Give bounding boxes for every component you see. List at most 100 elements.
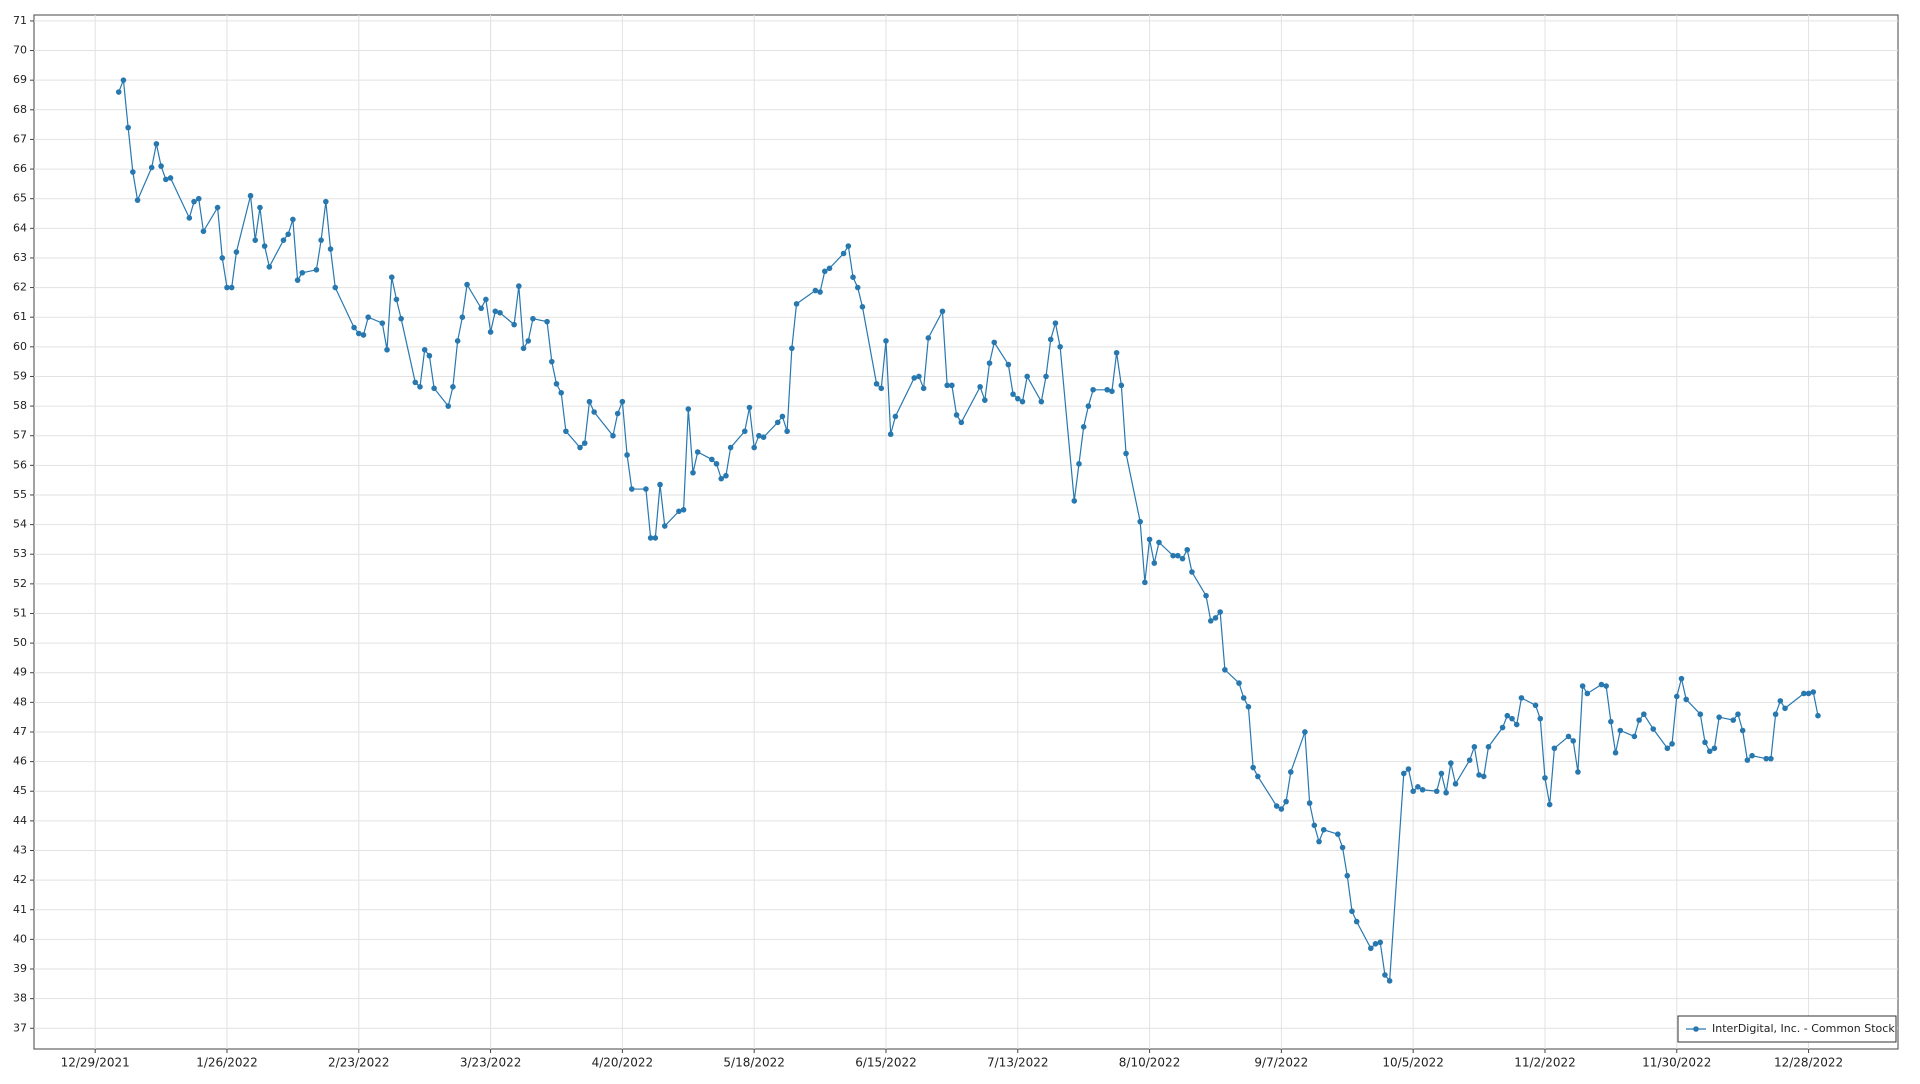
- point: [986, 360, 993, 366]
- point: [1673, 693, 1680, 700]
- point: [313, 266, 320, 273]
- point: [478, 305, 484, 312]
- point: [1801, 690, 1807, 697]
- point: [883, 338, 889, 344]
- point: [1400, 770, 1407, 777]
- point: [1076, 461, 1082, 467]
- point: [939, 308, 946, 315]
- point: [1782, 705, 1788, 712]
- point: [1448, 760, 1454, 766]
- point: [323, 198, 329, 205]
- point: [1368, 945, 1374, 952]
- y-tick-label: 70: [13, 44, 27, 57]
- point: [1570, 738, 1577, 744]
- point: [1217, 609, 1223, 615]
- point: [454, 338, 461, 344]
- point: [1763, 755, 1770, 762]
- point: [676, 508, 682, 515]
- point: [520, 345, 527, 352]
- point: [577, 444, 583, 451]
- y-tick-label: 45: [13, 784, 27, 797]
- point: [1697, 711, 1704, 718]
- point: [1749, 752, 1755, 759]
- point: [1302, 729, 1308, 735]
- y-tick-label: 63: [13, 251, 27, 264]
- point: [619, 398, 626, 405]
- point: [586, 398, 593, 405]
- point: [977, 384, 983, 390]
- point: [789, 345, 795, 352]
- point: [487, 329, 494, 335]
- point: [1768, 755, 1774, 762]
- point: [1156, 539, 1162, 546]
- y-tick-label: 43: [13, 843, 27, 856]
- point: [1532, 702, 1539, 709]
- point: [709, 456, 715, 463]
- point: [1617, 727, 1624, 734]
- y-tick-label: 47: [13, 725, 27, 738]
- point: [1236, 680, 1242, 686]
- point: [647, 535, 654, 541]
- point: [718, 475, 725, 482]
- point: [1471, 743, 1478, 750]
- point: [694, 449, 701, 455]
- y-tick-label: 67: [13, 132, 27, 145]
- point: [1170, 552, 1176, 559]
- legend-box: [1677, 1015, 1897, 1043]
- point: [1335, 831, 1341, 838]
- x-tick-label: 11/2/2022: [1514, 1056, 1576, 1070]
- point: [1433, 788, 1440, 795]
- point: [878, 385, 885, 392]
- y-tick-label: 61: [13, 310, 27, 323]
- point: [624, 452, 630, 458]
- point: [553, 381, 560, 387]
- point: [285, 231, 291, 238]
- point: [845, 243, 852, 249]
- x-tick-label: 8/10/2022: [1119, 1056, 1181, 1070]
- point: [318, 237, 324, 243]
- point: [1010, 391, 1016, 398]
- point: [252, 237, 259, 243]
- point: [483, 296, 489, 303]
- point: [581, 440, 588, 446]
- point: [1019, 398, 1026, 405]
- point: [233, 249, 240, 255]
- point: [1222, 666, 1228, 673]
- point: [982, 397, 988, 403]
- point: [299, 269, 306, 276]
- y-tick-label: 50: [13, 636, 27, 649]
- point: [1146, 536, 1153, 543]
- y-tick-label: 54: [13, 518, 27, 531]
- point: [652, 535, 659, 541]
- point: [1777, 698, 1784, 704]
- point: [1386, 978, 1393, 984]
- point: [1678, 675, 1685, 682]
- point: [925, 335, 932, 341]
- point: [219, 255, 226, 261]
- point: [412, 379, 419, 386]
- point: [162, 176, 169, 183]
- point: [1664, 745, 1671, 752]
- point: [812, 287, 819, 294]
- point: [1255, 773, 1261, 780]
- point: [1579, 683, 1586, 689]
- x-tick-label: 12/28/2022: [1774, 1056, 1843, 1070]
- point: [1650, 726, 1657, 732]
- point: [1443, 789, 1449, 796]
- point: [563, 428, 569, 435]
- point: [1311, 822, 1318, 829]
- y-tick-label: 53: [13, 547, 27, 560]
- point: [953, 412, 960, 418]
- point: [360, 332, 367, 338]
- point: [1184, 546, 1191, 553]
- grid: [34, 15, 1898, 1049]
- y-tick-label: 44: [13, 814, 27, 827]
- x-tick-label: 11/30/2022: [1642, 1056, 1711, 1070]
- point: [1250, 764, 1256, 771]
- point: [1565, 733, 1572, 740]
- point: [1179, 555, 1186, 562]
- y-tick-label: 38: [13, 992, 27, 1005]
- point: [130, 169, 136, 175]
- point: [332, 284, 339, 291]
- point: [1739, 727, 1746, 734]
